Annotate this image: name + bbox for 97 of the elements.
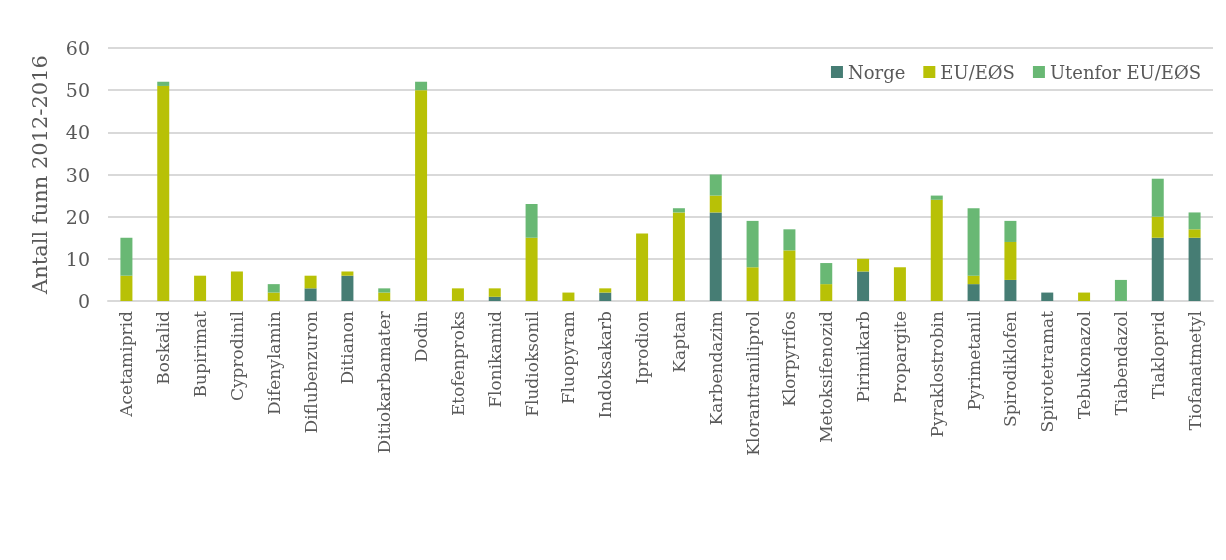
x-tick-label: Acetamiprid: [116, 310, 137, 418]
x-tick-label: Ditiokarbamater: [374, 310, 395, 454]
y-tick-label: 20: [65, 205, 90, 228]
x-tick-label: Spirodiklofen: [1000, 310, 1021, 427]
bar: [341, 271, 354, 276]
bar: [599, 292, 612, 301]
bar: [783, 229, 796, 251]
bar: [194, 275, 207, 301]
bar: [451, 288, 464, 301]
y-axis-title: Antall funn 2012-2016: [27, 55, 52, 295]
x-tick-label: Pyrimetanil: [963, 311, 984, 411]
bar: [230, 271, 243, 301]
bar: [1151, 237, 1164, 301]
bar: [1114, 279, 1127, 301]
bar: [157, 85, 170, 301]
y-tick-label: 50: [65, 79, 90, 102]
bar: [709, 174, 722, 196]
bar: [488, 296, 501, 301]
y-tick-label: 0: [77, 290, 90, 312]
bar: [304, 275, 317, 289]
y-tick-label: 60: [65, 37, 90, 59]
y-tick-label: 30: [65, 163, 90, 186]
bar: [930, 199, 943, 301]
bar: [1004, 241, 1017, 280]
bar: [746, 267, 759, 301]
bar: [378, 288, 391, 293]
bar: [857, 271, 870, 301]
x-tick-label: Indoksakarb: [595, 310, 616, 419]
x-tick-label: Tiofanatmetyl: [1184, 311, 1205, 431]
x-tick-label: Boskalid: [153, 310, 174, 385]
bar: [1151, 216, 1164, 238]
x-tick-label: Klorantraniliprol: [742, 311, 763, 456]
x-tick-label: Difenylamin: [263, 310, 284, 416]
x-tick-label: Spirotetramat: [1037, 310, 1058, 433]
x-tick-label: Etofenproks: [447, 311, 468, 417]
x-tick-label: Tiabendazol: [1110, 311, 1131, 416]
y-tick-label: 40: [65, 121, 90, 144]
bar: [967, 284, 980, 301]
bar: [525, 237, 538, 301]
bar: [1151, 178, 1164, 217]
bar: [488, 288, 501, 297]
bar: [930, 195, 943, 200]
bar: [1041, 292, 1054, 301]
bar: [1188, 237, 1201, 301]
legend-label: EU/EØS: [940, 61, 1015, 83]
bar: [341, 275, 354, 301]
bar: [599, 288, 612, 293]
bar: [820, 284, 833, 301]
bar: [1188, 212, 1201, 230]
x-tick-label: Propargite: [889, 311, 910, 404]
x-tick-label: Pyraklostrobin: [926, 310, 947, 438]
legend-label: Utenfor EU/EØS: [1049, 61, 1201, 83]
x-tick-label: Tiakloprid: [1147, 310, 1168, 400]
bar: [857, 258, 870, 272]
x-tick-label: Fludioksonil: [521, 311, 542, 417]
bar: [157, 81, 170, 86]
y-tick-label: 10: [65, 247, 90, 270]
bar: [562, 292, 575, 301]
bar: [783, 250, 796, 301]
bar: [1078, 292, 1091, 301]
x-tick-label: Iprodion: [632, 310, 653, 385]
bar: [746, 220, 759, 268]
bar: [415, 90, 428, 301]
x-tick-label: Fluopyram: [558, 311, 579, 405]
bar: [709, 195, 722, 213]
bar: [1004, 220, 1017, 242]
bar: [1188, 229, 1201, 238]
bar: [893, 267, 906, 301]
bar: [672, 208, 685, 213]
bar: [820, 263, 833, 285]
bar: [267, 292, 280, 301]
bar: [415, 81, 428, 91]
x-tick-label: Tebukonazol: [1074, 311, 1095, 420]
x-tick-label: Dodin: [411, 310, 432, 363]
bar: [120, 275, 133, 301]
x-tick-label: Ditianon: [337, 310, 358, 385]
x-tick-label: Metoksifenozid: [816, 310, 837, 443]
bar: [267, 284, 280, 293]
bar: [967, 275, 980, 285]
x-tick-label: Cyprodinil: [226, 311, 247, 401]
x-tick-label: Flonikamid: [484, 310, 505, 408]
bar: [120, 237, 133, 276]
bar: [636, 233, 649, 301]
bar: [525, 204, 538, 238]
bar: [304, 288, 317, 301]
x-tick-label: Diflubenzuron: [300, 310, 321, 434]
x-tick-label: Kaptan: [668, 310, 689, 373]
bar: [672, 212, 685, 301]
bar: [967, 208, 980, 276]
x-tick-label: Pirimikarb: [853, 310, 874, 403]
bar: [378, 292, 391, 301]
x-tick-label: Bupirimat: [190, 310, 211, 398]
x-tick-label: Klorpyrifos: [779, 311, 800, 407]
legend-label: Norge: [847, 61, 906, 83]
bar: [1004, 279, 1017, 301]
x-tick-label: Karbendazim: [705, 311, 726, 426]
bar: [709, 212, 722, 301]
